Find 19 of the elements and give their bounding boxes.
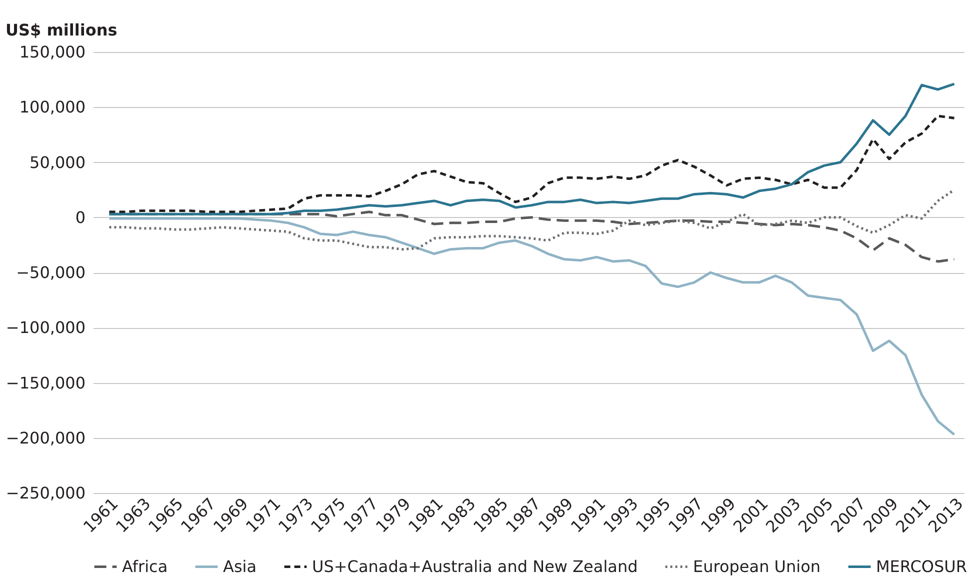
legend-label: MERCOSUR bbox=[876, 556, 967, 576]
legend-label: US+Canada+Australia and New Zealand bbox=[312, 556, 638, 576]
legend-label: Asia bbox=[223, 556, 257, 576]
y-tick-label: −100,000 bbox=[6, 318, 86, 338]
y-tick-label: 150,000 bbox=[19, 42, 86, 62]
y-tick-label: −150,000 bbox=[6, 373, 86, 392]
line-series bbox=[108, 82, 956, 216]
y-tick-label: −50,000 bbox=[16, 263, 86, 282]
y-tick-label: 100,000 bbox=[19, 98, 86, 117]
line-series bbox=[108, 188, 956, 251]
legend-label: Africa bbox=[122, 556, 168, 576]
y-tick-label: 0 bbox=[75, 208, 86, 227]
y-tick-label: −250,000 bbox=[6, 484, 86, 502]
y-axis-title: US$ millions bbox=[6, 20, 118, 40]
line-series bbox=[108, 114, 956, 214]
y-tick-label: −200,000 bbox=[6, 428, 86, 448]
legend-label: European Union bbox=[693, 556, 821, 576]
line-series bbox=[108, 217, 956, 436]
y-tick-label: 50,000 bbox=[30, 152, 86, 172]
